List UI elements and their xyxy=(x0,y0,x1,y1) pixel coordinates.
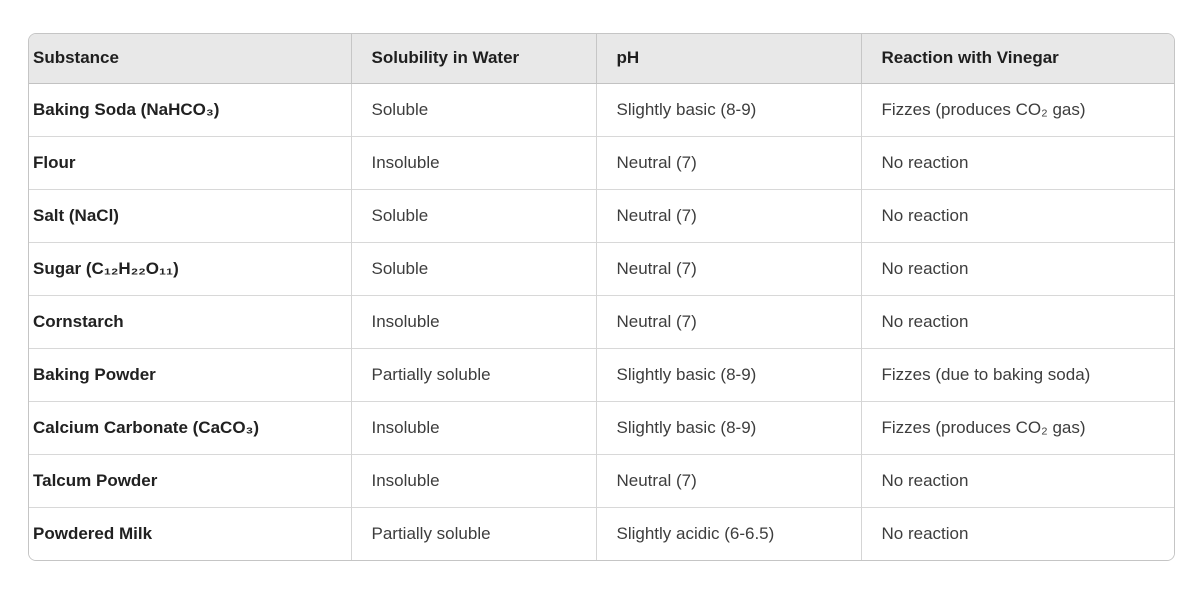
table-row: Baking Soda (NaHCO₃) Soluble Slightly ba… xyxy=(29,83,1174,136)
column-header-substance: Substance xyxy=(29,34,351,84)
table-row: Sugar (C₁₂H₂₂O₁₁) Soluble Neutral (7) No… xyxy=(29,241,1174,295)
substances-table: Substance Solubility in Water pH Reactio… xyxy=(28,33,1175,561)
table-row: Cornstarch Insoluble Neutral (7) No reac… xyxy=(29,294,1174,348)
cell-reaction: No reaction xyxy=(860,294,1174,348)
cell-substance: Powdered Milk xyxy=(29,506,351,560)
cell-reaction: Fizzes (produces CO₂ gas) xyxy=(860,400,1174,454)
cell-ph: Neutral (7) xyxy=(595,135,861,189)
substances-table-grid: Substance Solubility in Water pH Reactio… xyxy=(29,34,1174,560)
table-row: Flour Insoluble Neutral (7) No reaction xyxy=(29,135,1174,189)
table-row: Talcum Powder Insoluble Neutral (7) No r… xyxy=(29,453,1174,507)
column-header-ph: pH xyxy=(595,34,861,84)
table-body: Baking Soda (NaHCO₃) Soluble Slightly ba… xyxy=(29,83,1174,560)
table-row: Baking Powder Partially soluble Slightly… xyxy=(29,347,1174,401)
cell-ph: Neutral (7) xyxy=(595,241,861,295)
cell-reaction: Fizzes (produces CO₂ gas) xyxy=(860,83,1174,136)
cell-substance: Calcium Carbonate (CaCO₃) xyxy=(29,400,351,454)
cell-solubility: Partially soluble xyxy=(350,347,596,401)
cell-ph: Neutral (7) xyxy=(595,453,861,507)
table-row: Salt (NaCl) Soluble Neutral (7) No react… xyxy=(29,188,1174,242)
cell-reaction: No reaction xyxy=(860,188,1174,242)
cell-substance: Talcum Powder xyxy=(29,453,351,507)
cell-solubility: Partially soluble xyxy=(350,506,596,560)
table-row: Calcium Carbonate (CaCO₃) Insoluble Slig… xyxy=(29,400,1174,454)
cell-reaction: No reaction xyxy=(860,135,1174,189)
cell-substance: Sugar (C₁₂H₂₂O₁₁) xyxy=(29,241,351,295)
cell-substance: Salt (NaCl) xyxy=(29,188,351,242)
cell-reaction: Fizzes (due to baking soda) xyxy=(860,347,1174,401)
cell-substance: Baking Soda (NaHCO₃) xyxy=(29,83,351,136)
cell-substance: Baking Powder xyxy=(29,347,351,401)
cell-substance: Flour xyxy=(29,135,351,189)
column-header-reaction: Reaction with Vinegar xyxy=(860,34,1174,84)
cell-ph: Slightly basic (8-9) xyxy=(595,347,861,401)
cell-solubility: Soluble xyxy=(350,188,596,242)
cell-solubility: Insoluble xyxy=(350,453,596,507)
cell-reaction: No reaction xyxy=(860,453,1174,507)
cell-ph: Slightly basic (8-9) xyxy=(595,83,861,136)
cell-ph: Slightly basic (8-9) xyxy=(595,400,861,454)
cell-ph: Slightly acidic (6-6.5) xyxy=(595,506,861,560)
cell-solubility: Soluble xyxy=(350,83,596,136)
cell-solubility: Insoluble xyxy=(350,400,596,454)
table-header-row: Substance Solubility in Water pH Reactio… xyxy=(29,34,1174,84)
cell-solubility: Insoluble xyxy=(350,135,596,189)
column-header-solubility: Solubility in Water xyxy=(350,34,596,84)
cell-solubility: Soluble xyxy=(350,241,596,295)
cell-ph: Neutral (7) xyxy=(595,188,861,242)
cell-ph: Neutral (7) xyxy=(595,294,861,348)
cell-reaction: No reaction xyxy=(860,241,1174,295)
table-row: Powdered Milk Partially soluble Slightly… xyxy=(29,506,1174,560)
cell-solubility: Insoluble xyxy=(350,294,596,348)
cell-reaction: No reaction xyxy=(860,506,1174,560)
cell-substance: Cornstarch xyxy=(29,294,351,348)
